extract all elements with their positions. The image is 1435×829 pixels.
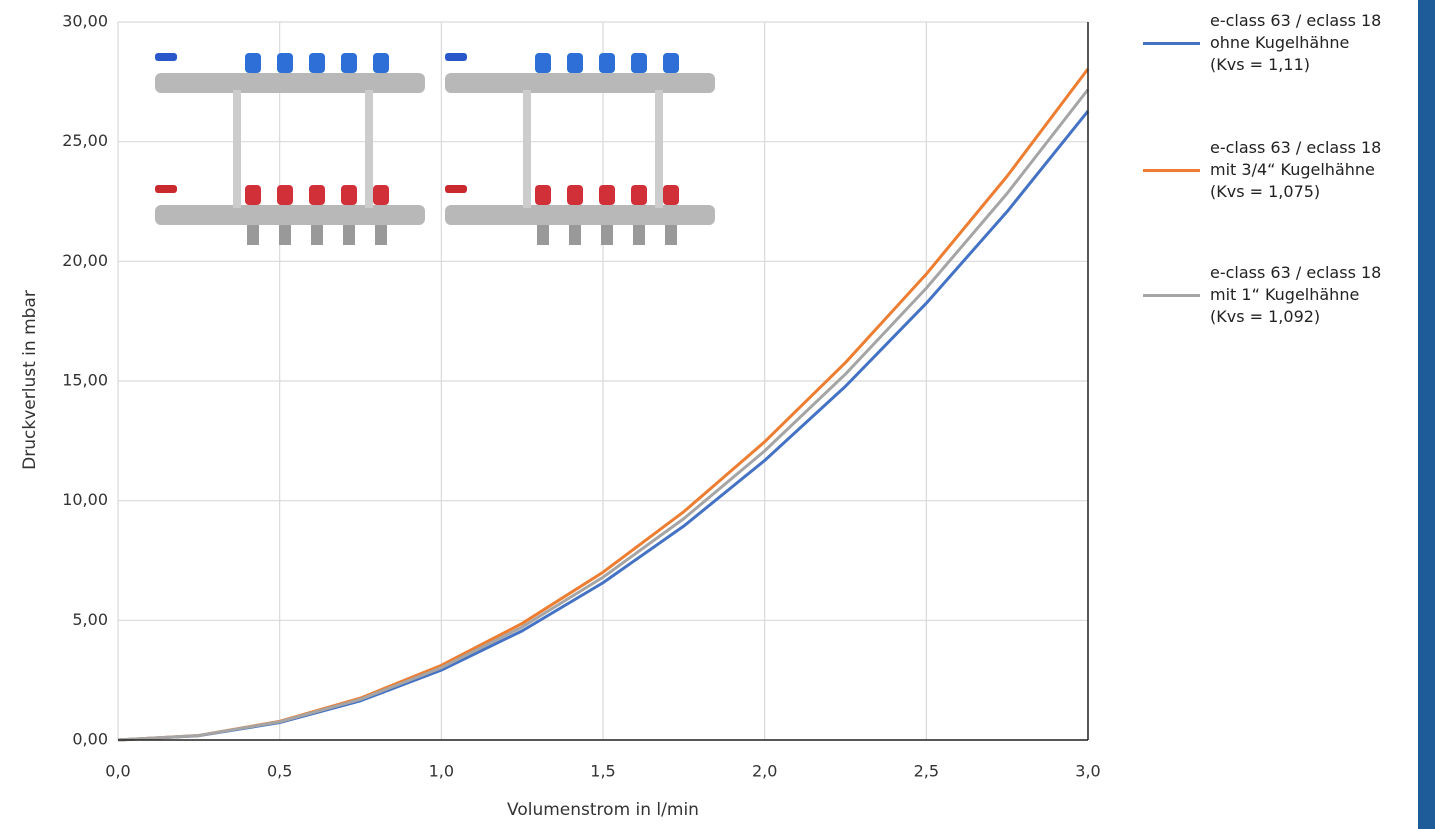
legend-swatch [1143,168,1200,172]
legend-swatch [1143,41,1200,45]
legend-swatch [1143,293,1200,297]
legend-item: e-class 63 / eclass 18 mit 1“ Kugelhähne… [1143,262,1423,328]
x-axis-title: Volumenstrom in l/min [507,800,699,820]
y-axis-title: Druckverlust in mbar [20,290,40,470]
sidebar [1418,0,1435,829]
y-tick-label: 30,00 [62,12,108,31]
x-tick-label: 0,5 [267,762,292,781]
legend-label: e-class 63 / eclass 18 ohne Kugelhähne (… [1210,11,1382,74]
x-tick-label: 0,0 [105,762,130,781]
legend-label: e-class 63 / eclass 18 mit 1“ Kugelhähne… [1210,263,1382,326]
product-image [445,53,715,245]
y-tick-label: 20,00 [62,251,108,270]
y-tick-label: 15,00 [62,371,108,390]
legend-label: e-class 63 / eclass 18 mit 3/4“ Kugelhäh… [1210,138,1382,201]
y-tick-label: 0,00 [72,730,108,749]
series-line [117,88,1090,742]
legend-item: e-class 63 / eclass 18 mit 3/4“ Kugelhäh… [1143,137,1423,203]
y-tick-label: 10,00 [62,490,108,509]
legend-item: e-class 63 / eclass 18 ohne Kugelhähne (… [1143,10,1423,76]
x-tick-label: 2,5 [914,762,939,781]
x-tick-label: 2,0 [752,762,777,781]
plot-lines [117,68,1090,742]
y-tick-label: 25,00 [62,131,108,150]
y-tick-label: 5,00 [72,610,108,629]
x-tick-label: 1,5 [590,762,615,781]
product-image [155,53,425,245]
grid [117,21,1089,741]
x-tick-label: 1,0 [429,762,454,781]
x-tick-label: 3,0 [1075,762,1100,781]
